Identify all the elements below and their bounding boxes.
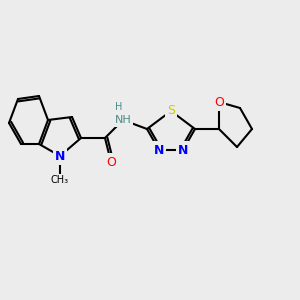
Text: S: S [167,104,175,118]
Text: O: O [214,95,224,109]
Text: N: N [55,149,65,163]
Text: O: O [106,155,116,169]
Text: NH: NH [115,115,131,125]
Text: N: N [154,143,164,157]
Text: H: H [115,101,122,112]
Text: N: N [178,143,188,157]
Text: CH₃: CH₃ [51,175,69,185]
